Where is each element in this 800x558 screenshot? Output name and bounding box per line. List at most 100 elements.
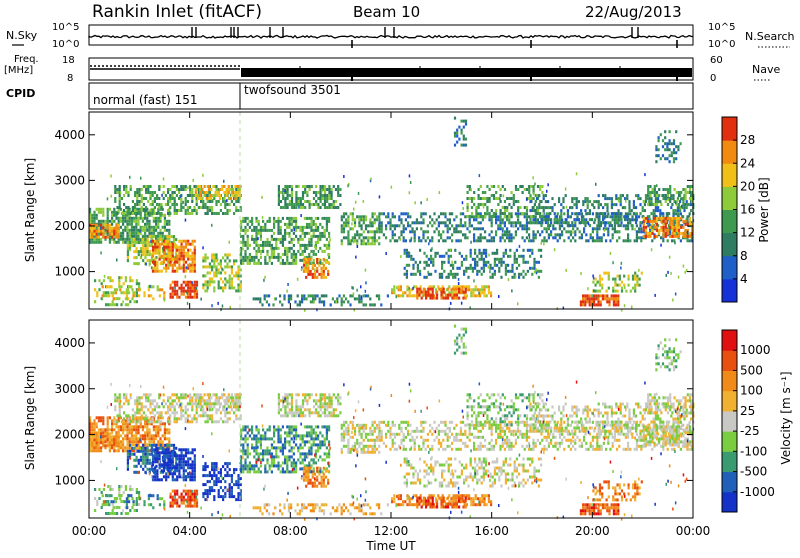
power-cell	[137, 220, 139, 223]
power-cell	[195, 191, 197, 194]
power-cell	[275, 256, 277, 259]
power-cell	[611, 297, 613, 300]
power-cell	[187, 284, 189, 287]
power-cell	[639, 197, 641, 200]
power-cell	[354, 236, 356, 239]
power-sparse-cell	[137, 262, 139, 265]
power-cell	[405, 239, 407, 242]
power-cell	[172, 270, 174, 273]
power-sparse-cell	[625, 200, 627, 203]
power-cell	[500, 188, 502, 191]
power-sparse-cell	[451, 261, 453, 264]
power-colorbar-label-1: 8	[740, 249, 748, 263]
power-cell	[105, 291, 107, 294]
power-cell	[617, 284, 619, 287]
power-cell	[456, 132, 458, 135]
power-cell	[316, 267, 318, 270]
power-sparse-cell	[300, 214, 302, 217]
power-cell	[347, 218, 349, 221]
power-cell	[465, 267, 467, 270]
power-cell	[673, 139, 675, 142]
power-cell	[237, 268, 239, 271]
power-cell	[651, 239, 653, 242]
power-cell	[109, 220, 111, 223]
power-cell	[548, 233, 550, 236]
velocity-cell	[125, 414, 127, 417]
power-cell	[404, 249, 406, 252]
power-cell	[129, 229, 131, 232]
power-sparse-cell	[651, 248, 653, 251]
power-cell	[284, 262, 286, 265]
power-cell	[297, 294, 299, 297]
power-cell	[156, 240, 158, 243]
velocity-cell	[106, 494, 108, 497]
velocity-cell	[120, 485, 122, 488]
power-cell	[277, 238, 279, 241]
power-cell	[341, 242, 343, 245]
power-sparse-cell	[207, 199, 209, 202]
power-cell	[663, 232, 665, 235]
power-cell	[126, 217, 128, 220]
power-cell	[636, 239, 638, 242]
power-cell	[213, 253, 215, 256]
power-cell	[133, 256, 135, 259]
power-cell	[471, 206, 473, 209]
power-cell	[665, 235, 667, 238]
power-sparse-cell	[400, 238, 402, 241]
power-cell	[131, 217, 133, 220]
power-cell	[331, 206, 333, 209]
power-cell	[669, 142, 671, 145]
power-cell	[671, 217, 673, 220]
power-cell	[620, 212, 622, 215]
power-cell	[176, 246, 178, 249]
power-cell	[174, 246, 176, 249]
power-sparse-cell	[669, 256, 671, 259]
velocity-cell	[164, 434, 166, 437]
power-sparse-cell	[502, 230, 504, 233]
power-cell	[431, 224, 433, 227]
power-cell	[302, 197, 304, 200]
velocity-cell	[174, 414, 176, 417]
power-cell	[94, 288, 96, 291]
velocity-cell	[154, 405, 156, 408]
power-cell	[499, 227, 501, 230]
power-cell	[629, 221, 631, 224]
power-cell	[392, 215, 394, 218]
power-cell	[295, 206, 297, 209]
power-cell	[367, 239, 369, 242]
power-sparse-cell	[149, 285, 151, 288]
velocity-cell	[122, 428, 124, 431]
power-cell	[682, 226, 684, 229]
power-cell	[215, 185, 217, 188]
power-cell	[378, 297, 380, 300]
nsky-panel	[89, 25, 693, 45]
velocity-cell	[94, 509, 96, 512]
power-cell	[291, 217, 293, 220]
power-cell	[109, 238, 111, 241]
power-cell	[102, 294, 104, 297]
power-cell	[323, 267, 325, 270]
power-cell	[288, 250, 290, 253]
power-cell	[428, 264, 430, 267]
power-cell	[627, 239, 629, 242]
power-cell	[181, 287, 183, 290]
power-cell	[620, 194, 622, 197]
power-cell	[247, 223, 249, 226]
power-cell	[113, 230, 115, 233]
power-cell	[187, 281, 189, 284]
power-cell	[319, 232, 321, 235]
velocity-cell	[154, 408, 156, 411]
power-cell	[633, 206, 635, 209]
power-cell	[635, 218, 637, 221]
power-cell	[685, 235, 687, 238]
power-cell	[529, 194, 531, 197]
power-sparse-cell	[187, 302, 189, 305]
power-cell	[631, 227, 633, 230]
power-cell	[376, 215, 378, 218]
power-cell	[656, 217, 658, 220]
power-cell	[560, 221, 562, 224]
power-cell	[194, 246, 196, 249]
power-cell	[280, 229, 282, 232]
power-sparse-cell	[321, 189, 323, 192]
power-cell	[477, 294, 479, 297]
